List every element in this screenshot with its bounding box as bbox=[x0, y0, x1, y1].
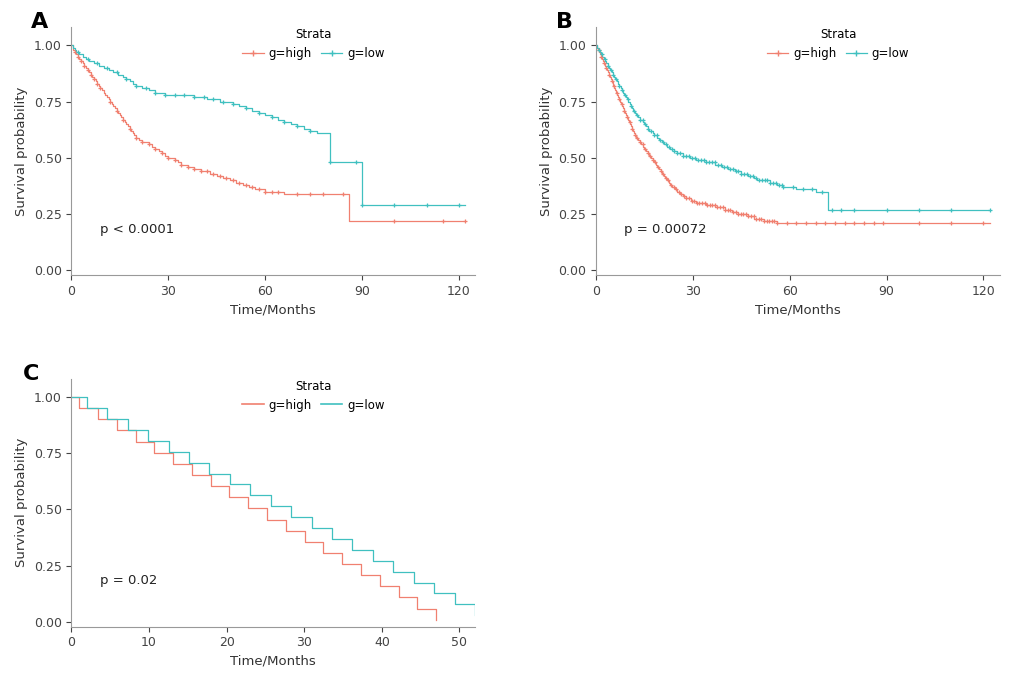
Legend: g=high, g=low: g=high, g=low bbox=[761, 23, 913, 65]
Text: B: B bbox=[555, 12, 572, 33]
Legend: g=high, g=low: g=high, g=low bbox=[237, 375, 389, 416]
Text: A: A bbox=[31, 12, 48, 33]
Text: p = 0.00072: p = 0.00072 bbox=[624, 223, 706, 236]
Y-axis label: Survival probability: Survival probability bbox=[15, 438, 29, 567]
Legend: g=high, g=low: g=high, g=low bbox=[237, 23, 389, 65]
Y-axis label: Survival probability: Survival probability bbox=[15, 86, 29, 216]
X-axis label: Time/Months: Time/Months bbox=[754, 303, 840, 316]
X-axis label: Time/Months: Time/Months bbox=[230, 303, 316, 316]
Y-axis label: Survival probability: Survival probability bbox=[539, 86, 552, 216]
X-axis label: Time/Months: Time/Months bbox=[230, 655, 316, 668]
Text: p < 0.0001: p < 0.0001 bbox=[100, 223, 173, 236]
Text: p = 0.02: p = 0.02 bbox=[100, 574, 157, 588]
Text: C: C bbox=[23, 364, 40, 384]
